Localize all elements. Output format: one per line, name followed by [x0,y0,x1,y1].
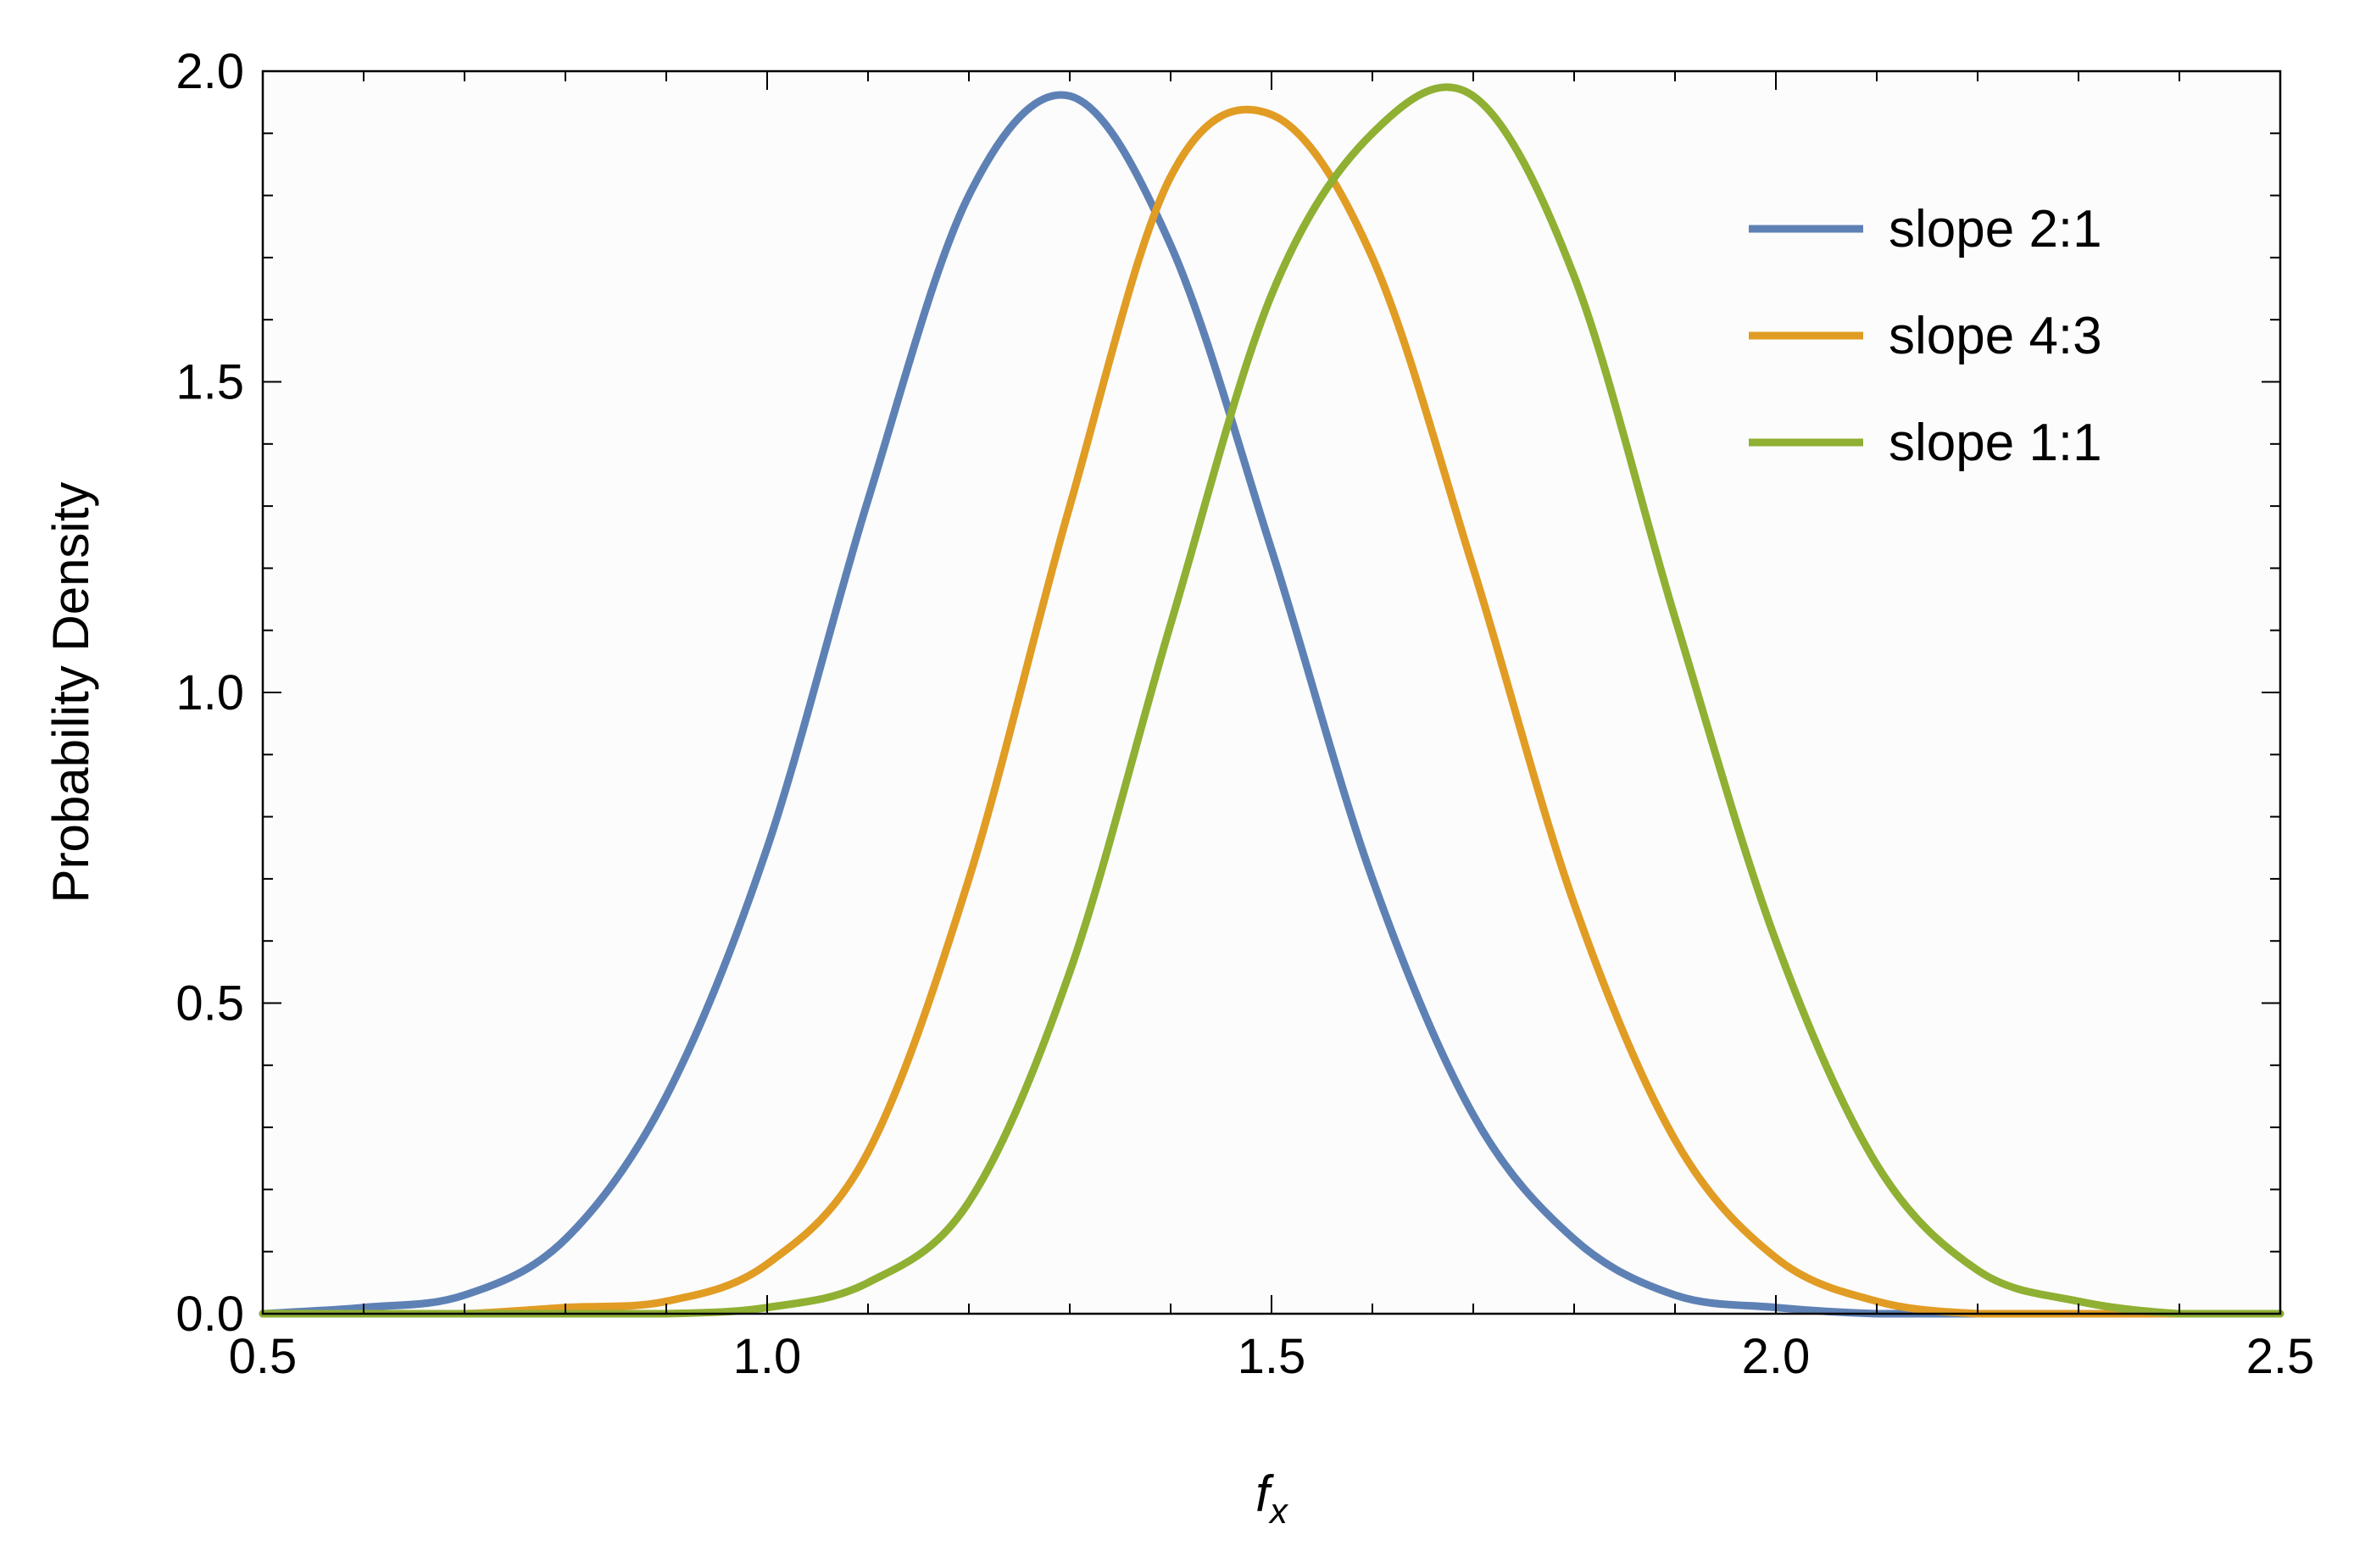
ticks [262,70,2281,1315]
y-tick-label: 2.0 [175,44,244,99]
series-line-2 [259,105,2284,1318]
x-axis-label: fx [1255,1465,1289,1531]
x-tick-label: 1.5 [1238,1329,1306,1384]
x-axis-label-subscript: x [1268,1491,1289,1531]
x-tick-label: 2.0 [1742,1329,1811,1384]
legend-label-3: slope 1:1 [1889,414,2102,472]
legend-label-2: slope 4:3 [1889,307,2102,365]
x-tick-label: 1.0 [733,1329,802,1384]
x-tick-label: 0.5 [229,1329,298,1384]
y-tick-label: 0.5 [175,976,244,1031]
legend: slope 2:1 slope 4:3 slope 1:1 [1749,200,2102,472]
y-tick-label: 1.0 [175,665,244,720]
x-axis-label-main: f [1255,1465,1274,1522]
plot-area [263,71,2280,1314]
y-tick-label: 1.5 [175,355,244,410]
legend-label-1: slope 2:1 [1889,200,2102,259]
y-tick-label: 0.0 [175,1287,244,1342]
x-tick-label: 2.5 [2246,1329,2315,1384]
y-axis-label: Probability Density [42,482,99,904]
tick-labels: 0.5 1.0 1.5 2.0 2.50.00.51.01.52.0 [175,44,2314,1384]
